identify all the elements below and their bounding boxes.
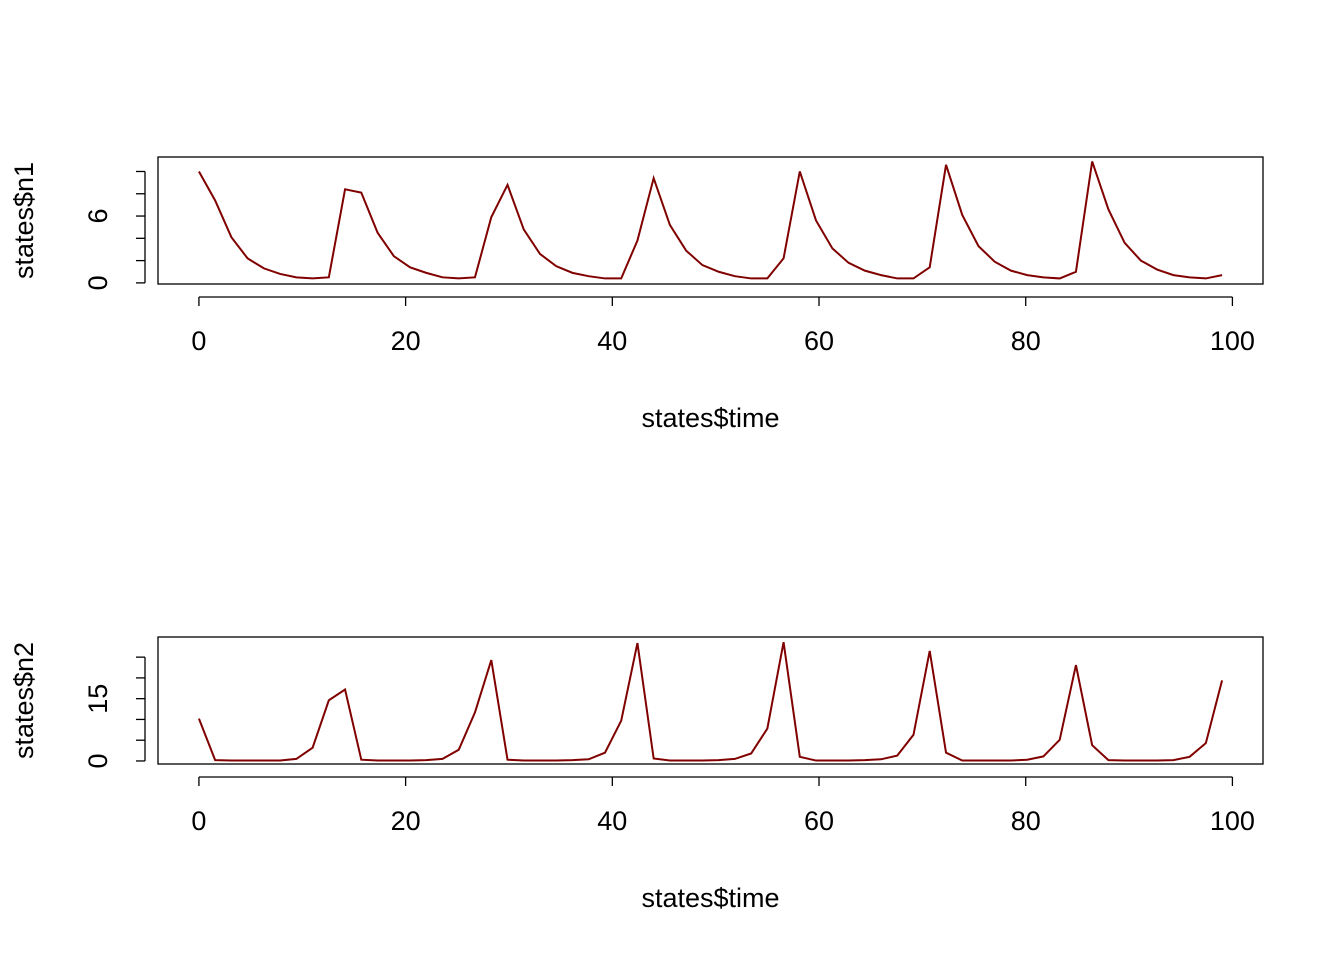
x-tick-label: 20 xyxy=(391,806,421,836)
x-tick-label: 100 xyxy=(1210,806,1255,836)
x-tick-label: 80 xyxy=(1011,326,1041,356)
plot-box xyxy=(157,156,1264,285)
x-tick-label: 60 xyxy=(804,806,834,836)
x-tick-label: 100 xyxy=(1210,326,1255,356)
x-tick-label: 40 xyxy=(597,806,627,836)
x-axis-title: states$time xyxy=(641,403,779,433)
y-axis-title: states$n1 xyxy=(9,162,39,279)
x-tick-label: 40 xyxy=(597,326,627,356)
y-tick-label: 6 xyxy=(83,209,113,224)
x-tick-label: 20 xyxy=(391,326,421,356)
y-axis-title: states$n2 xyxy=(9,642,39,759)
y-tick-label: 0 xyxy=(83,275,113,290)
data-line xyxy=(198,161,1223,280)
y-tick-label: 0 xyxy=(83,753,113,768)
plot-box xyxy=(157,636,1264,765)
x-axis-title: states$time xyxy=(641,883,779,913)
x-tick-label: 0 xyxy=(191,806,206,836)
x-tick-label: 0 xyxy=(191,326,206,356)
x-tick-label: 80 xyxy=(1011,806,1041,836)
y-tick-label: 15 xyxy=(83,684,113,714)
data-line xyxy=(197,642,1224,762)
x-tick-label: 60 xyxy=(804,326,834,356)
